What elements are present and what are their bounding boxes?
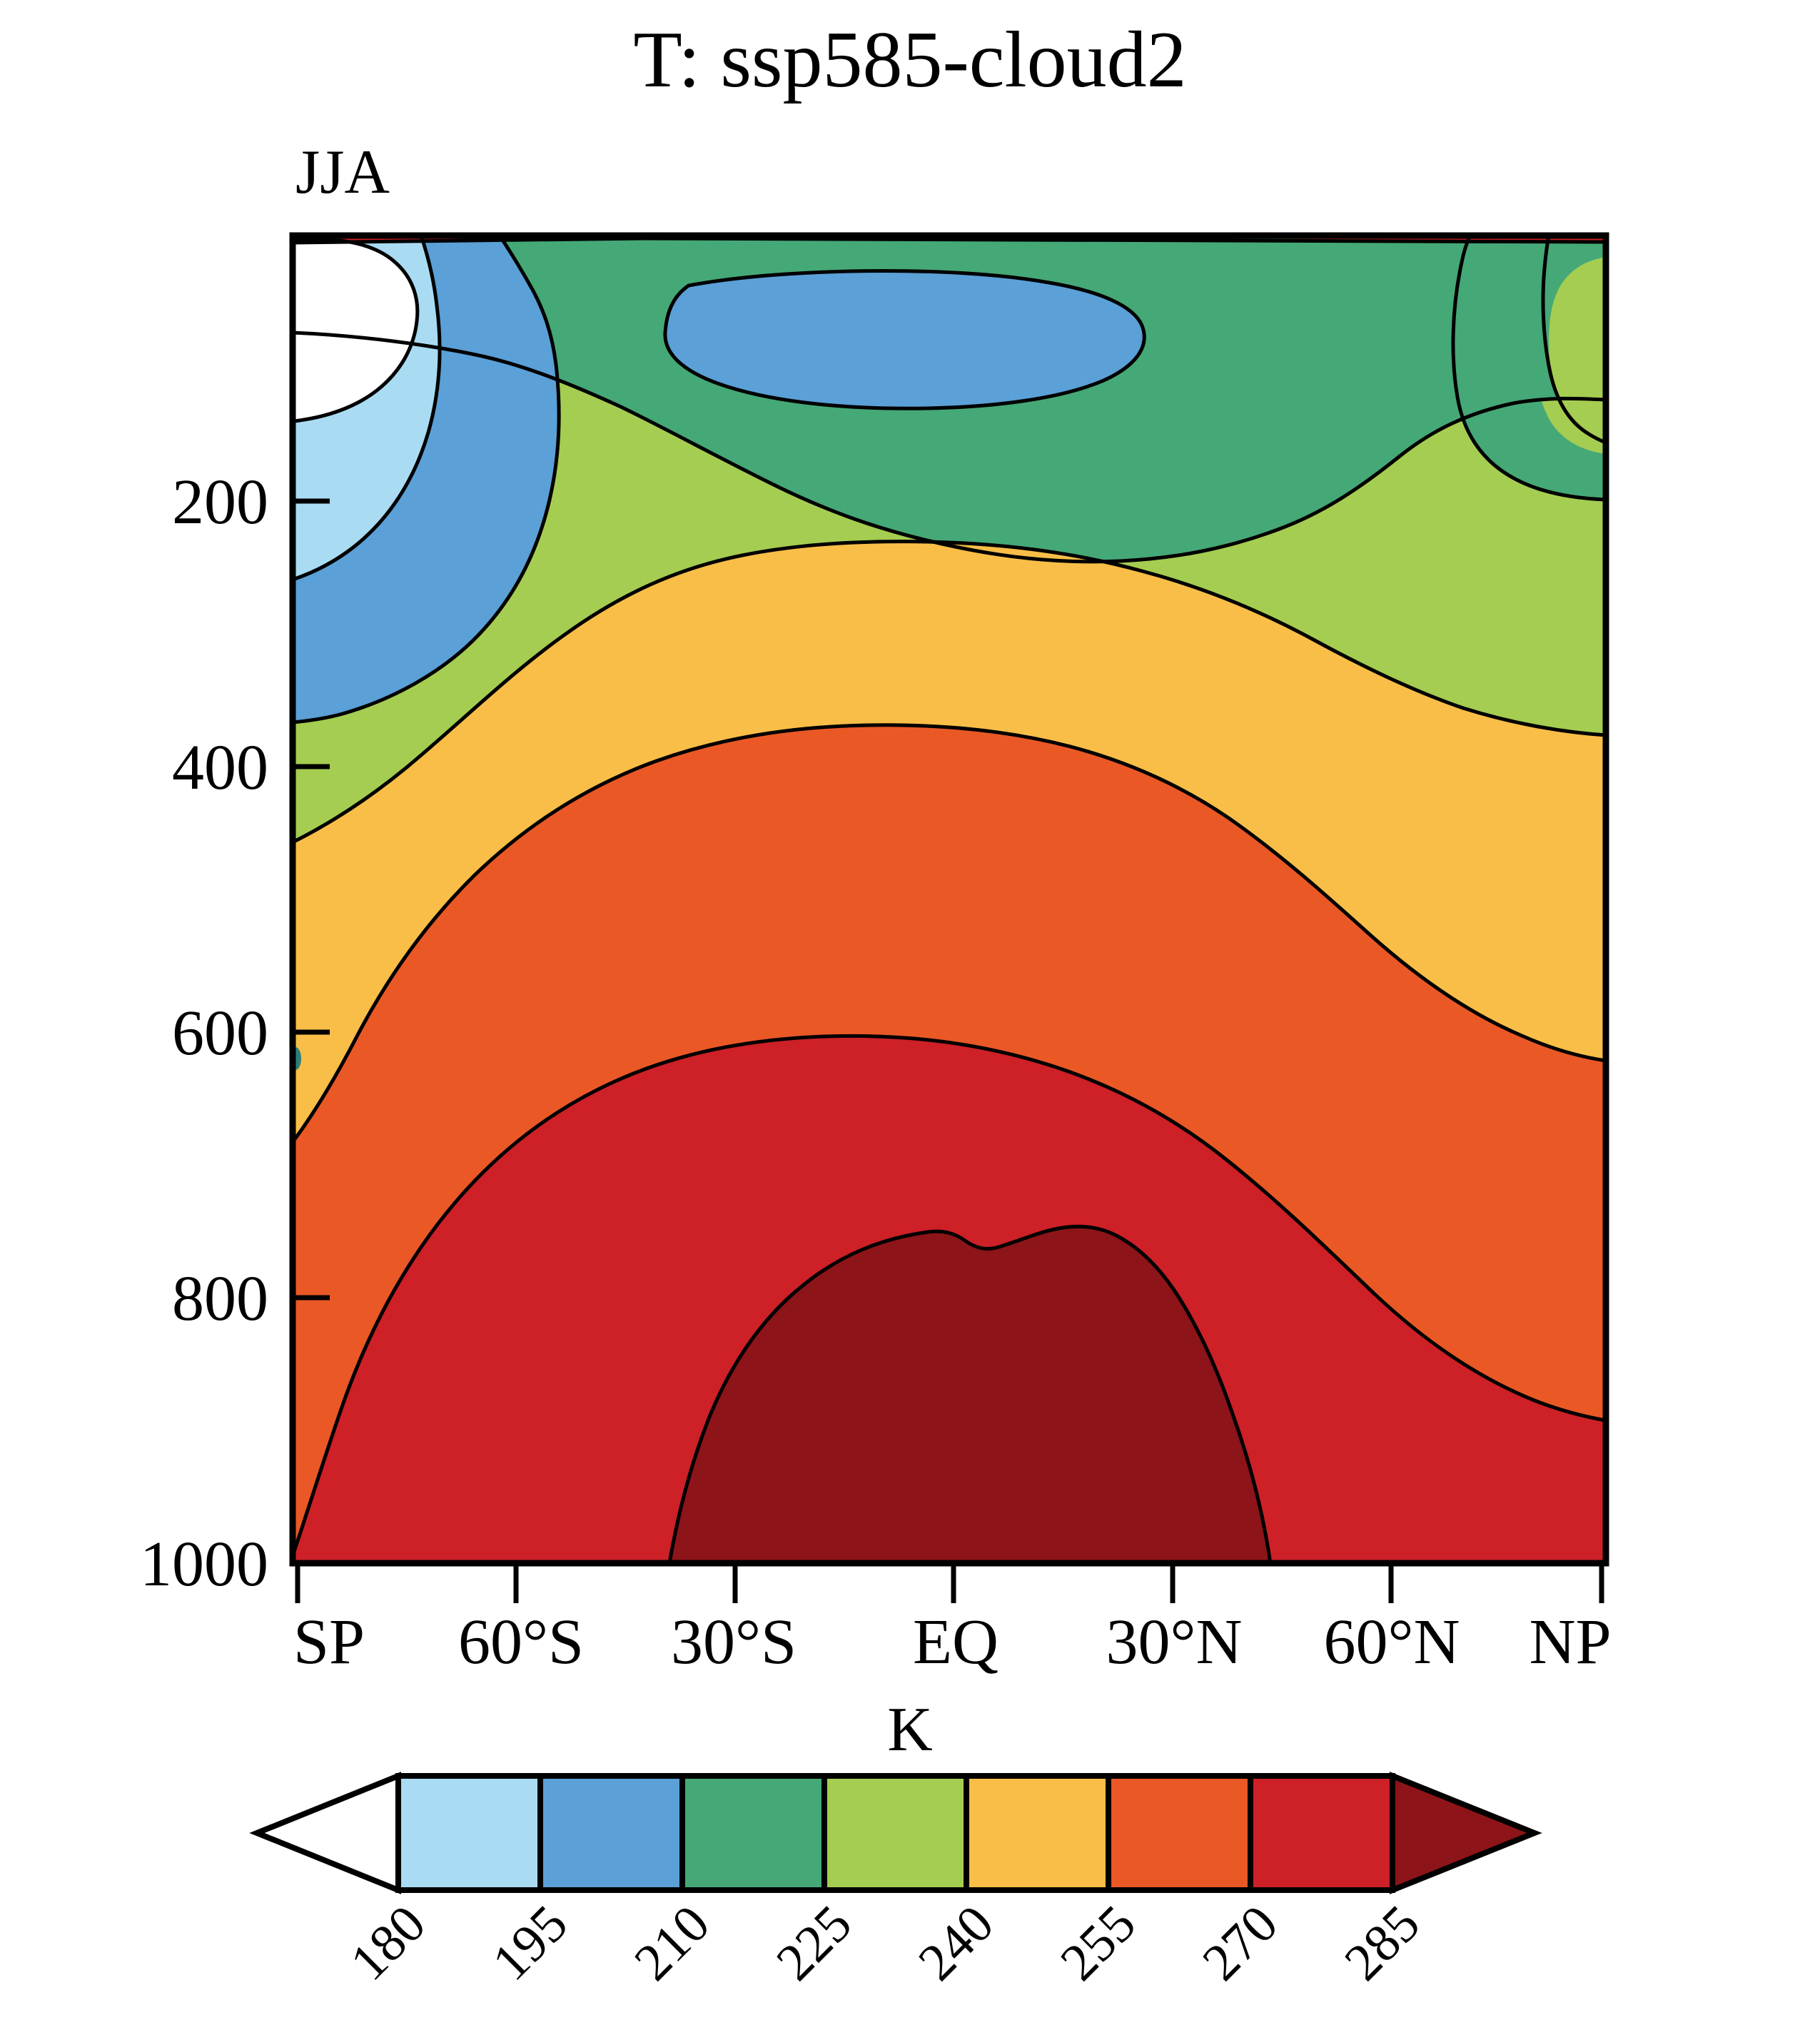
colorbar-swatch	[679, 1773, 827, 1893]
contour-band-195-210-tropical	[664, 271, 1145, 409]
colorbar-unit-label: K	[887, 1695, 933, 1764]
y-tick-label: 600	[172, 998, 268, 1069]
colorbar-swatch	[1106, 1773, 1253, 1893]
colorbar-swatch	[821, 1773, 969, 1893]
colorbar-tick-label: 195	[482, 1894, 579, 1991]
colorbar: 180 195 210 225 240 255 270 285	[249, 1772, 1542, 1992]
x-tick-label: 30°S	[671, 1607, 797, 1677]
contour-lines	[293, 236, 1606, 1563]
x-tick-label: 60°S	[458, 1607, 584, 1677]
plot-frame	[289, 232, 1609, 1567]
x-tick-label: 60°N	[1324, 1607, 1460, 1677]
colorbar-tick-label: 255	[1050, 1894, 1147, 1991]
colorbar-extend-low	[249, 1772, 401, 1894]
colorbar-tick-label: 285	[1334, 1894, 1431, 1991]
x-axis-tick-labels: SP 60°S 30°S EQ 30°N 60°N NP	[293, 1607, 1612, 1677]
y-axis-tick-labels: 200 400 600 800 1000	[140, 467, 268, 1600]
colorbar-swatch	[1248, 1773, 1395, 1893]
y-tick-label: 1000	[140, 1529, 268, 1600]
colorbar-swatch	[395, 1773, 543, 1893]
x-tick-label: 30°N	[1106, 1607, 1243, 1677]
x-tick-label: SP	[293, 1607, 365, 1677]
x-axis-ticks	[295, 1566, 1604, 1603]
colorbar-swatch	[537, 1773, 685, 1893]
page-title: T: ssp585-cloud2	[633, 16, 1187, 104]
contour-band-210-225-north	[1455, 236, 1606, 500]
y-tick-label: 200	[172, 467, 268, 537]
colorbar-tick-label: 210	[624, 1894, 721, 1991]
y-axis-ticks	[293, 498, 330, 1566]
contour-band-above-285	[669, 1226, 1270, 1563]
colorbar-extend-high	[1390, 1772, 1542, 1894]
x-tick-label: NP	[1529, 1607, 1611, 1677]
season-label: JJA	[295, 138, 390, 207]
contour-band-below-180	[293, 240, 418, 421]
colorbar-tick-label: 225	[766, 1894, 863, 1991]
colorbar-tick-label: 240	[908, 1894, 1005, 1991]
y-tick-label: 800	[172, 1263, 268, 1334]
x-tick-label: EQ	[913, 1607, 999, 1677]
colorbar-tick-label: 270	[1192, 1894, 1289, 1991]
contour-band-225-240-north	[1549, 236, 1606, 500]
y-tick-label: 400	[172, 732, 268, 803]
colorbar-tick-labels: 180 195 210 225 240 255 270 285	[340, 1894, 1431, 1991]
colorbar-swatch	[964, 1773, 1111, 1893]
colorbar-tick-label: 180	[340, 1894, 437, 1991]
contour-bands	[293, 236, 1606, 1563]
